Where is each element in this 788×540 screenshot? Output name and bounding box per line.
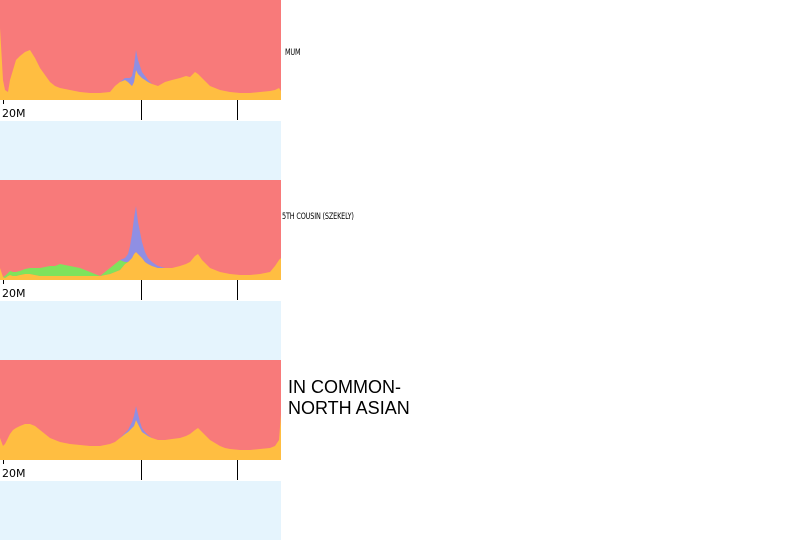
axis-tick xyxy=(237,100,238,120)
stacked-area-plot xyxy=(0,0,281,100)
axis-tick-label: 20M xyxy=(2,107,26,120)
axis-tick-label: 20M xyxy=(2,287,26,300)
series-area-0 xyxy=(0,414,281,460)
series-area-2 xyxy=(0,206,281,277)
stacked-area-plot xyxy=(0,180,281,280)
series-label: 5TH COUSIN (SZEKELY) xyxy=(282,212,354,222)
series-label: MUM xyxy=(285,48,301,58)
axis-tick xyxy=(237,280,238,300)
x-axis: 20M xyxy=(0,100,281,121)
chart-panel: 20M xyxy=(0,0,281,180)
series-area-1 xyxy=(0,252,281,278)
axis-tick xyxy=(141,100,142,120)
axis-tick xyxy=(141,460,142,480)
axis-tick xyxy=(3,280,4,284)
chart-panel: 20M xyxy=(0,180,281,360)
series-label: IN COMMON- NORTH ASIAN xyxy=(288,377,410,418)
band xyxy=(0,121,281,180)
x-axis: 20M xyxy=(0,280,281,301)
series-area-0 xyxy=(0,28,281,100)
chart-panel: 20M xyxy=(0,360,281,540)
axis-tick xyxy=(3,460,4,464)
axis-tick-label: 20M xyxy=(2,467,26,480)
band xyxy=(0,301,281,360)
axis-tick xyxy=(237,460,238,480)
series-area-2 xyxy=(0,406,281,450)
band xyxy=(0,481,281,540)
series-area-0 xyxy=(0,252,281,280)
axis-tick xyxy=(3,100,4,104)
x-axis: 20M xyxy=(0,460,281,481)
stacked-area-plot xyxy=(0,360,281,460)
axis-tick xyxy=(141,280,142,300)
